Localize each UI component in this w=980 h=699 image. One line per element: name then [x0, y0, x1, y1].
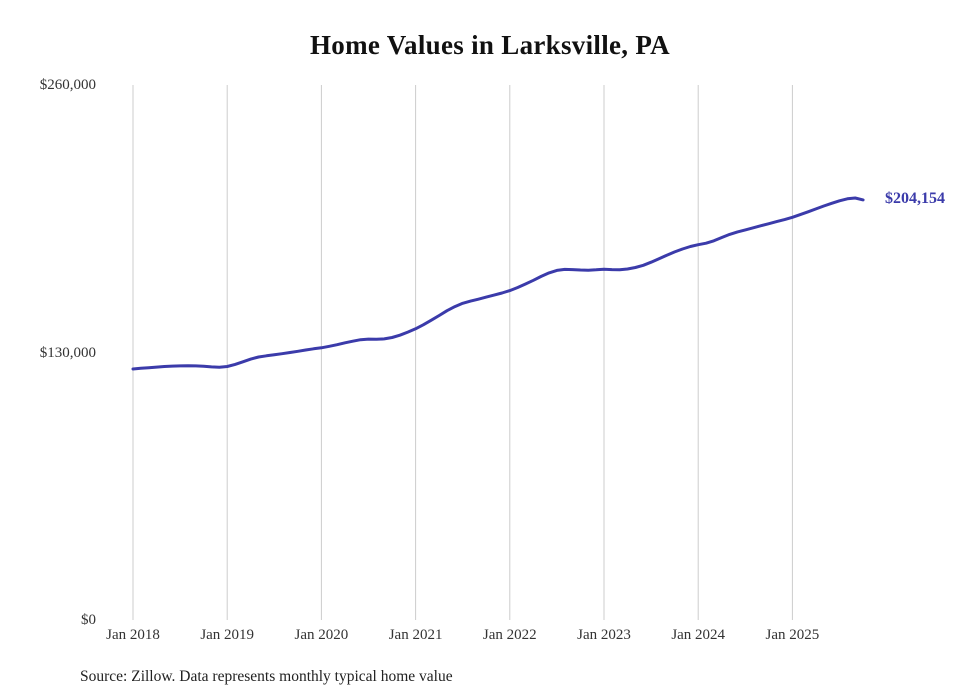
x-axis-label: Jan 2024 — [671, 627, 726, 643]
x-axis-label: Jan 2021 — [388, 627, 443, 643]
source-note: Source: Zillow. Data represents monthly … — [80, 668, 453, 685]
y-axis-label: $130,000 — [39, 344, 96, 361]
y-axis-label: $260,000 — [39, 77, 96, 93]
x-axis-label: Jan 2025 — [765, 627, 820, 643]
y-axis-label: $0 — [81, 612, 96, 628]
final-value-label: $204,154 — [885, 189, 946, 207]
x-axis-label: Jan 2020 — [294, 627, 349, 643]
x-axis-label: Jan 2022 — [482, 627, 537, 643]
home-value-line — [131, 196, 865, 371]
chart-title: Home Values in Larksville, PA — [310, 30, 670, 60]
x-axis-label: Jan 2023 — [577, 627, 631, 643]
x-axis-label: Jan 2018 — [106, 627, 160, 643]
x-axis-label: Jan 2019 — [200, 627, 255, 643]
